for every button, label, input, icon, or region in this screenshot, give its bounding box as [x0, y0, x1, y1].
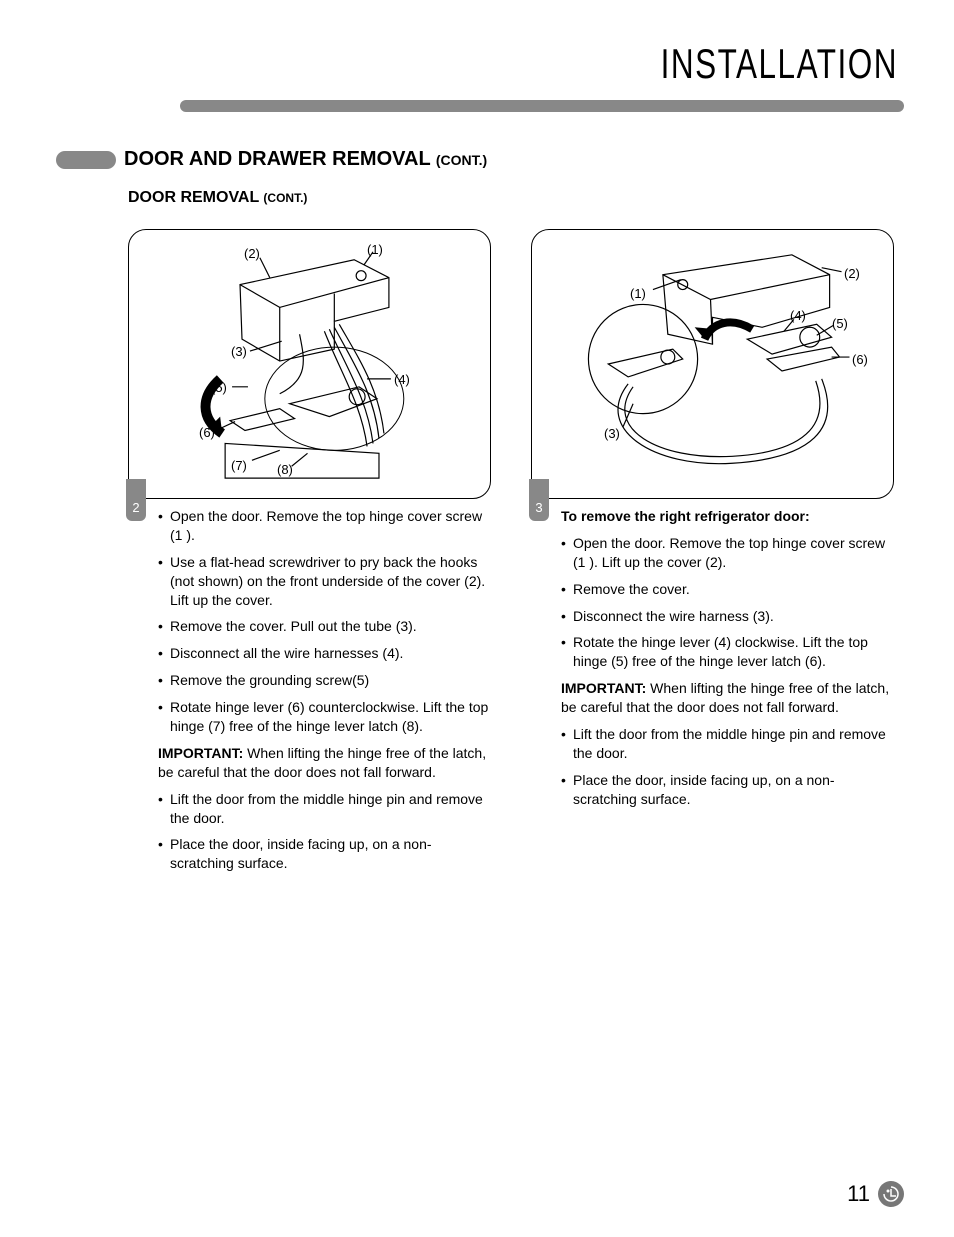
right-lead: To remove the right refrigerator door: [561, 507, 894, 526]
fig-left-callout-3: (3) [231, 344, 247, 359]
section-heading-row: DOOR AND DRAWER REMOVAL (CONT.) [56, 148, 904, 171]
step-badge-2: 2 [126, 479, 146, 521]
figure-right: (1) (2) (3) (4) (5) (6) [531, 229, 894, 499]
fig-right-callout-3: (3) [604, 426, 620, 441]
left-column: (1) (2) (3) (4) (5) (6) (7) (8) 2 Open t… [128, 229, 491, 881]
list-item: Use a flat-head screwdriver to pry back … [158, 553, 491, 610]
section-title-cont: (CONT.) [436, 152, 487, 168]
page-footer: 11 [847, 1181, 904, 1207]
left-bullets-a: Open the door. Remove the top hinge cove… [158, 507, 491, 736]
subsection-title-cont: (CONT.) [263, 191, 307, 205]
list-item: Disconnect all the wire harnesses (4). [158, 644, 491, 663]
list-item: Remove the grounding screw(5) [158, 671, 491, 690]
subsection-title-text: DOOR REMOVAL [128, 189, 259, 206]
list-item: Lift the door from the middle hinge pin … [561, 725, 894, 763]
step-badge-3: 3 [529, 479, 549, 521]
right-step-body: 3 To remove the right refrigerator door:… [531, 507, 894, 809]
left-step-body: 2 Open the door. Remove the top hinge co… [128, 507, 491, 873]
page-header-title: INSTALLATION [262, 40, 898, 88]
right-bullets-b: Lift the door from the middle hinge pin … [561, 725, 894, 809]
right-column: (1) (2) (3) (4) (5) (6) 3 To remove the … [531, 229, 894, 881]
figure-left-svg [129, 230, 490, 498]
fig-left-callout-4: (4) [394, 372, 410, 387]
list-item: Open the door. Remove the top hinge cove… [158, 507, 491, 545]
fig-right-callout-4: (4) [790, 308, 806, 323]
list-item: Place the door, inside facing up, on a n… [561, 771, 894, 809]
right-important: IMPORTANT: When lifting the hinge free o… [561, 679, 894, 717]
section-title-text: DOOR AND DRAWER REMOVAL [124, 148, 430, 170]
left-bullets-b: Lift the door from the middle hinge pin … [158, 790, 491, 874]
subsection-heading: DOOR REMOVAL (CONT.) [128, 189, 904, 207]
fig-left-callout-8: (8) [277, 462, 293, 477]
section-pill [56, 151, 116, 169]
section-title: DOOR AND DRAWER REMOVAL (CONT.) [124, 148, 487, 171]
figure-left: (1) (2) (3) (4) (5) (6) (7) (8) [128, 229, 491, 499]
list-item: Remove the cover. Pull out the tube (3). [158, 617, 491, 636]
left-important: IMPORTANT: When lifting the hinge free o… [158, 744, 491, 782]
list-item: Remove the cover. [561, 580, 894, 599]
list-item: Disconnect the wire harness (3). [561, 607, 894, 626]
list-item: Rotate the hinge lever (4) clockwise. Li… [561, 633, 894, 671]
list-item: Rotate hinge lever (6) counterclockwise.… [158, 698, 491, 736]
lg-logo-icon [878, 1181, 904, 1207]
fig-right-callout-2: (2) [844, 266, 860, 281]
fig-left-callout-5: (5) [211, 380, 227, 395]
important-label: IMPORTANT: [561, 680, 646, 696]
page-number: 11 [847, 1181, 870, 1207]
list-item: Place the door, inside facing up, on a n… [158, 835, 491, 873]
list-item: Open the door. Remove the top hinge cove… [561, 534, 894, 572]
fig-left-callout-7: (7) [231, 458, 247, 473]
fig-right-callout-6: (6) [852, 352, 868, 367]
fig-left-callout-6: (6) [199, 425, 215, 440]
fig-left-callout-2: (2) [244, 246, 260, 261]
figure-right-svg [532, 230, 893, 498]
fig-right-callout-1: (1) [630, 286, 646, 301]
fig-left-callout-1: (1) [367, 242, 383, 257]
important-label: IMPORTANT: [158, 745, 243, 761]
right-bullets-a: Open the door. Remove the top hinge cove… [561, 534, 894, 671]
header-rule [180, 100, 904, 112]
content-columns: (1) (2) (3) (4) (5) (6) (7) (8) 2 Open t… [128, 229, 894, 881]
fig-right-callout-5: (5) [832, 316, 848, 331]
list-item: Lift the door from the middle hinge pin … [158, 790, 491, 828]
